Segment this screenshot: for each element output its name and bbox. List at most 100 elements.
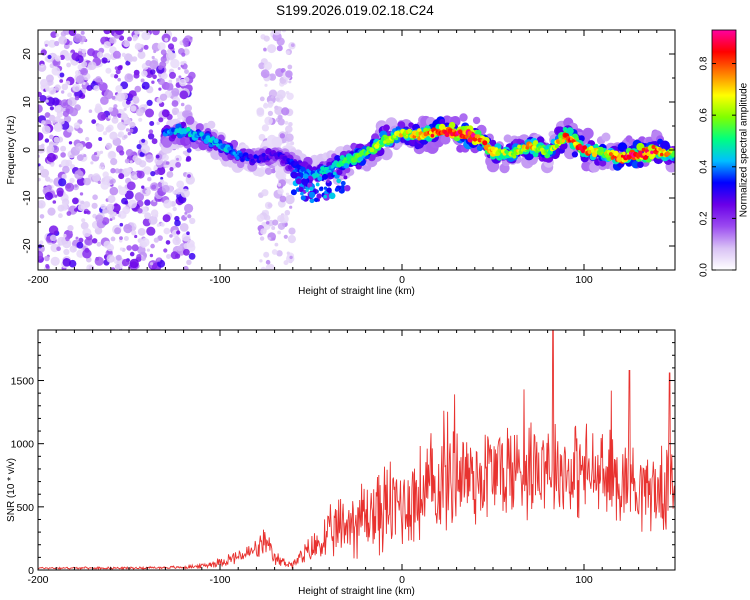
colorbar-tick-label: 0.0 [699,263,710,277]
noise-blob [274,242,279,247]
y-tick-label: -10 [21,190,33,205]
noise-blob [274,106,284,115]
ridge-blob [326,179,330,183]
noise-blob [158,117,164,123]
ridge-blob [240,157,244,162]
noise-blob [155,154,160,159]
ridge-blob [328,192,336,200]
noise-blob [80,200,85,205]
noise-blob [82,249,92,259]
noise-blob [141,256,146,261]
ridge-blob [339,155,345,161]
noise-blob [183,248,190,256]
noise-blob [74,208,78,212]
ridge-blob [261,152,266,157]
noise-blob [259,96,265,102]
ridge-blob [344,185,351,192]
noise-blob [188,71,196,80]
ridge-blob [458,129,463,135]
noise-blob [286,92,294,101]
y-tick-label: 0 [28,565,34,577]
noise-blob [171,100,179,107]
noise-blob [40,49,47,56]
noise-blob [105,67,112,74]
noise-blob [62,165,70,174]
noise-blob [99,150,104,154]
noise-blob [265,259,271,265]
ridge-blob [316,193,322,199]
noise-blob [168,79,173,84]
noise-blob [54,116,61,123]
noise-blob [38,200,46,209]
noise-blob [98,82,108,92]
ridge-blob [235,155,240,160]
noise-blob [134,85,142,93]
noise-blob [74,170,84,180]
noise-blob [186,231,190,235]
noise-blob [276,250,283,257]
noise-blob [150,209,159,217]
ridge-blob [494,147,498,151]
noise-blob [53,122,63,132]
noise-blob [187,214,192,219]
noise-blob [166,171,174,178]
ridge-blob [186,127,191,132]
noise-blob [75,70,81,76]
spectrogram-image [38,30,675,270]
ridge-blob [300,192,304,196]
ridge-blob [383,140,387,144]
noise-blob [264,214,271,221]
noise-blob [114,264,120,270]
noise-blob [163,199,173,209]
ridge-blob [315,182,320,187]
noise-blob [160,56,167,63]
noise-blob [145,154,154,163]
noise-blob [185,156,192,162]
noise-blob [184,104,192,112]
noise-blob [39,95,47,103]
noise-blob [50,163,55,167]
noise-blob [38,165,44,171]
noise-blob [91,119,97,124]
noise-blob [162,214,171,223]
ridge-blob [252,160,256,164]
colorbar-label: Normalized spectral amplitude [739,82,750,217]
noise-blob [123,40,130,48]
noise-blob [264,167,273,175]
noise-blob [62,110,69,117]
ridge-blob [571,151,579,158]
ridge-blob [320,186,324,190]
noise-blob [125,149,134,157]
figure-title: S199.2026.019.02.18.C24 [276,3,434,18]
ridge-blob [672,150,675,156]
noise-blob [41,120,46,125]
ridge-blob [459,113,468,122]
noise-blob [47,207,56,216]
noise-blob [117,77,121,82]
noise-blob [129,258,139,269]
noise-blob [130,105,137,112]
noise-blob [263,251,270,258]
noise-blob [141,31,151,41]
noise-blob [97,180,101,184]
noise-blob [146,248,150,252]
noise-blob [85,136,90,142]
noise-blob [129,251,135,257]
ridge-blob [444,132,450,138]
noise-blob [154,169,160,175]
noise-blob [111,116,119,124]
ridge-blob [185,115,195,125]
noise-blob [136,144,142,150]
noise-blob [125,128,130,132]
noise-blob [115,92,125,102]
noise-blob [66,211,72,216]
noise-blob [277,230,281,235]
noise-blob [145,60,152,67]
noise-blob [69,107,78,117]
noise-blob [288,80,292,84]
noise-blob [176,230,181,235]
x-tick-label: 0 [399,574,405,586]
noise-blob [151,184,157,190]
noise-blob [140,78,145,83]
ridge-blob [385,138,391,144]
